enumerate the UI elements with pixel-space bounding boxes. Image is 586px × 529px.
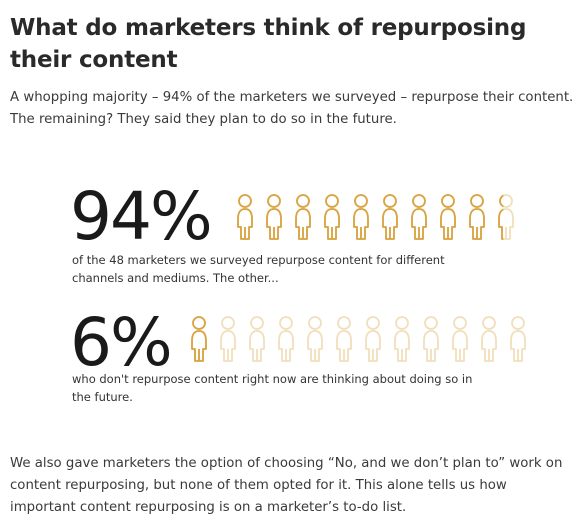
person-icon	[266, 194, 282, 240]
person-icon	[498, 194, 514, 240]
stat-94-value: 94%	[70, 178, 213, 255]
person-icon	[278, 316, 294, 362]
person-icon	[365, 316, 381, 362]
person-icon	[469, 194, 485, 240]
article: What do marketers think of repurposing t…	[10, 0, 576, 515]
person-icon	[220, 316, 236, 362]
article-title: What do marketers think of repurposing t…	[10, 15, 527, 73]
stat-6-caption: who don't repurpose content right now ar…	[72, 372, 473, 404]
article-intro: A whopping majority – 94% of the markete…	[10, 90, 574, 127]
article-outro: We also gave marketers the option of cho…	[10, 456, 563, 515]
person-icon	[423, 316, 439, 362]
person-icon	[481, 316, 497, 362]
person-icon	[237, 194, 253, 240]
person-icon	[336, 316, 352, 362]
person-icon	[411, 194, 427, 240]
infographic: 94% of the 48 marketers we surveyed repu…	[10, 178, 576, 418]
stat-6-value: 6%	[70, 304, 173, 381]
person-icon	[510, 316, 526, 362]
stat-94-caption: of the 48 marketers we surveyed repurpos…	[72, 253, 445, 285]
stat-6-people	[186, 315, 531, 365]
person-icon	[353, 194, 369, 240]
person-icon	[440, 194, 456, 240]
person-icon	[191, 316, 207, 362]
person-icon	[295, 194, 311, 240]
person-icon	[307, 316, 323, 362]
person-icon	[382, 194, 398, 240]
stat-94-people	[232, 193, 519, 243]
person-icon	[249, 316, 265, 362]
person-icon	[324, 194, 340, 240]
person-icon	[452, 316, 468, 362]
person-icon	[394, 316, 410, 362]
